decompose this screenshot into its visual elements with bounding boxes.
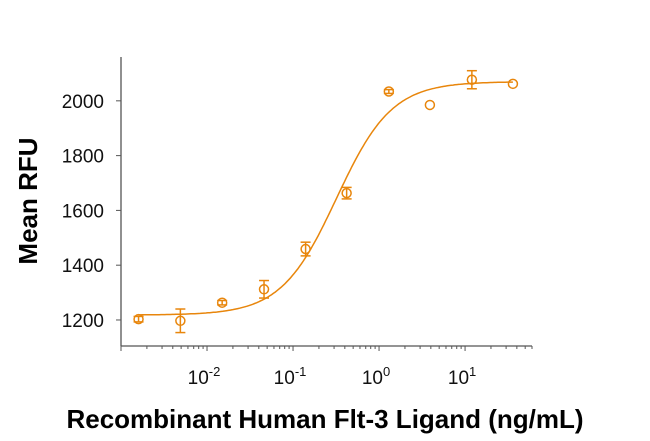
data-point [133, 313, 144, 325]
x-tick-label: 10-1 [274, 364, 307, 389]
y-axis-label: Mean RFU [13, 137, 43, 264]
y-tick-label: 1200 [62, 311, 104, 332]
y-tick-label: 1600 [62, 201, 104, 222]
data-point [424, 99, 436, 111]
fit-curve [138, 81, 513, 316]
x-axis-label: Recombinant Human Flt-3 Ligand (ng/mL) [66, 404, 583, 434]
x-tick-label: 101 [448, 364, 476, 389]
data-point [216, 297, 228, 308]
y-tick-label: 1800 [62, 147, 104, 168]
data-point [466, 74, 478, 85]
data-point [258, 284, 270, 295]
y-tick-label: 1400 [62, 256, 104, 277]
data-point [341, 187, 352, 199]
x-tick-label: 10-2 [188, 364, 221, 389]
data-point [175, 315, 186, 327]
data-points [133, 69, 519, 334]
y-tick-label: 2000 [62, 92, 104, 113]
data-point [507, 78, 519, 90]
x-tick-label: 100 [362, 364, 390, 389]
data-point [383, 86, 395, 97]
data-point [300, 243, 311, 255]
ticks: 1200 1400 1600 1800 2000 10-2 10-1 100 101 [62, 92, 533, 389]
axes [120, 57, 532, 347]
